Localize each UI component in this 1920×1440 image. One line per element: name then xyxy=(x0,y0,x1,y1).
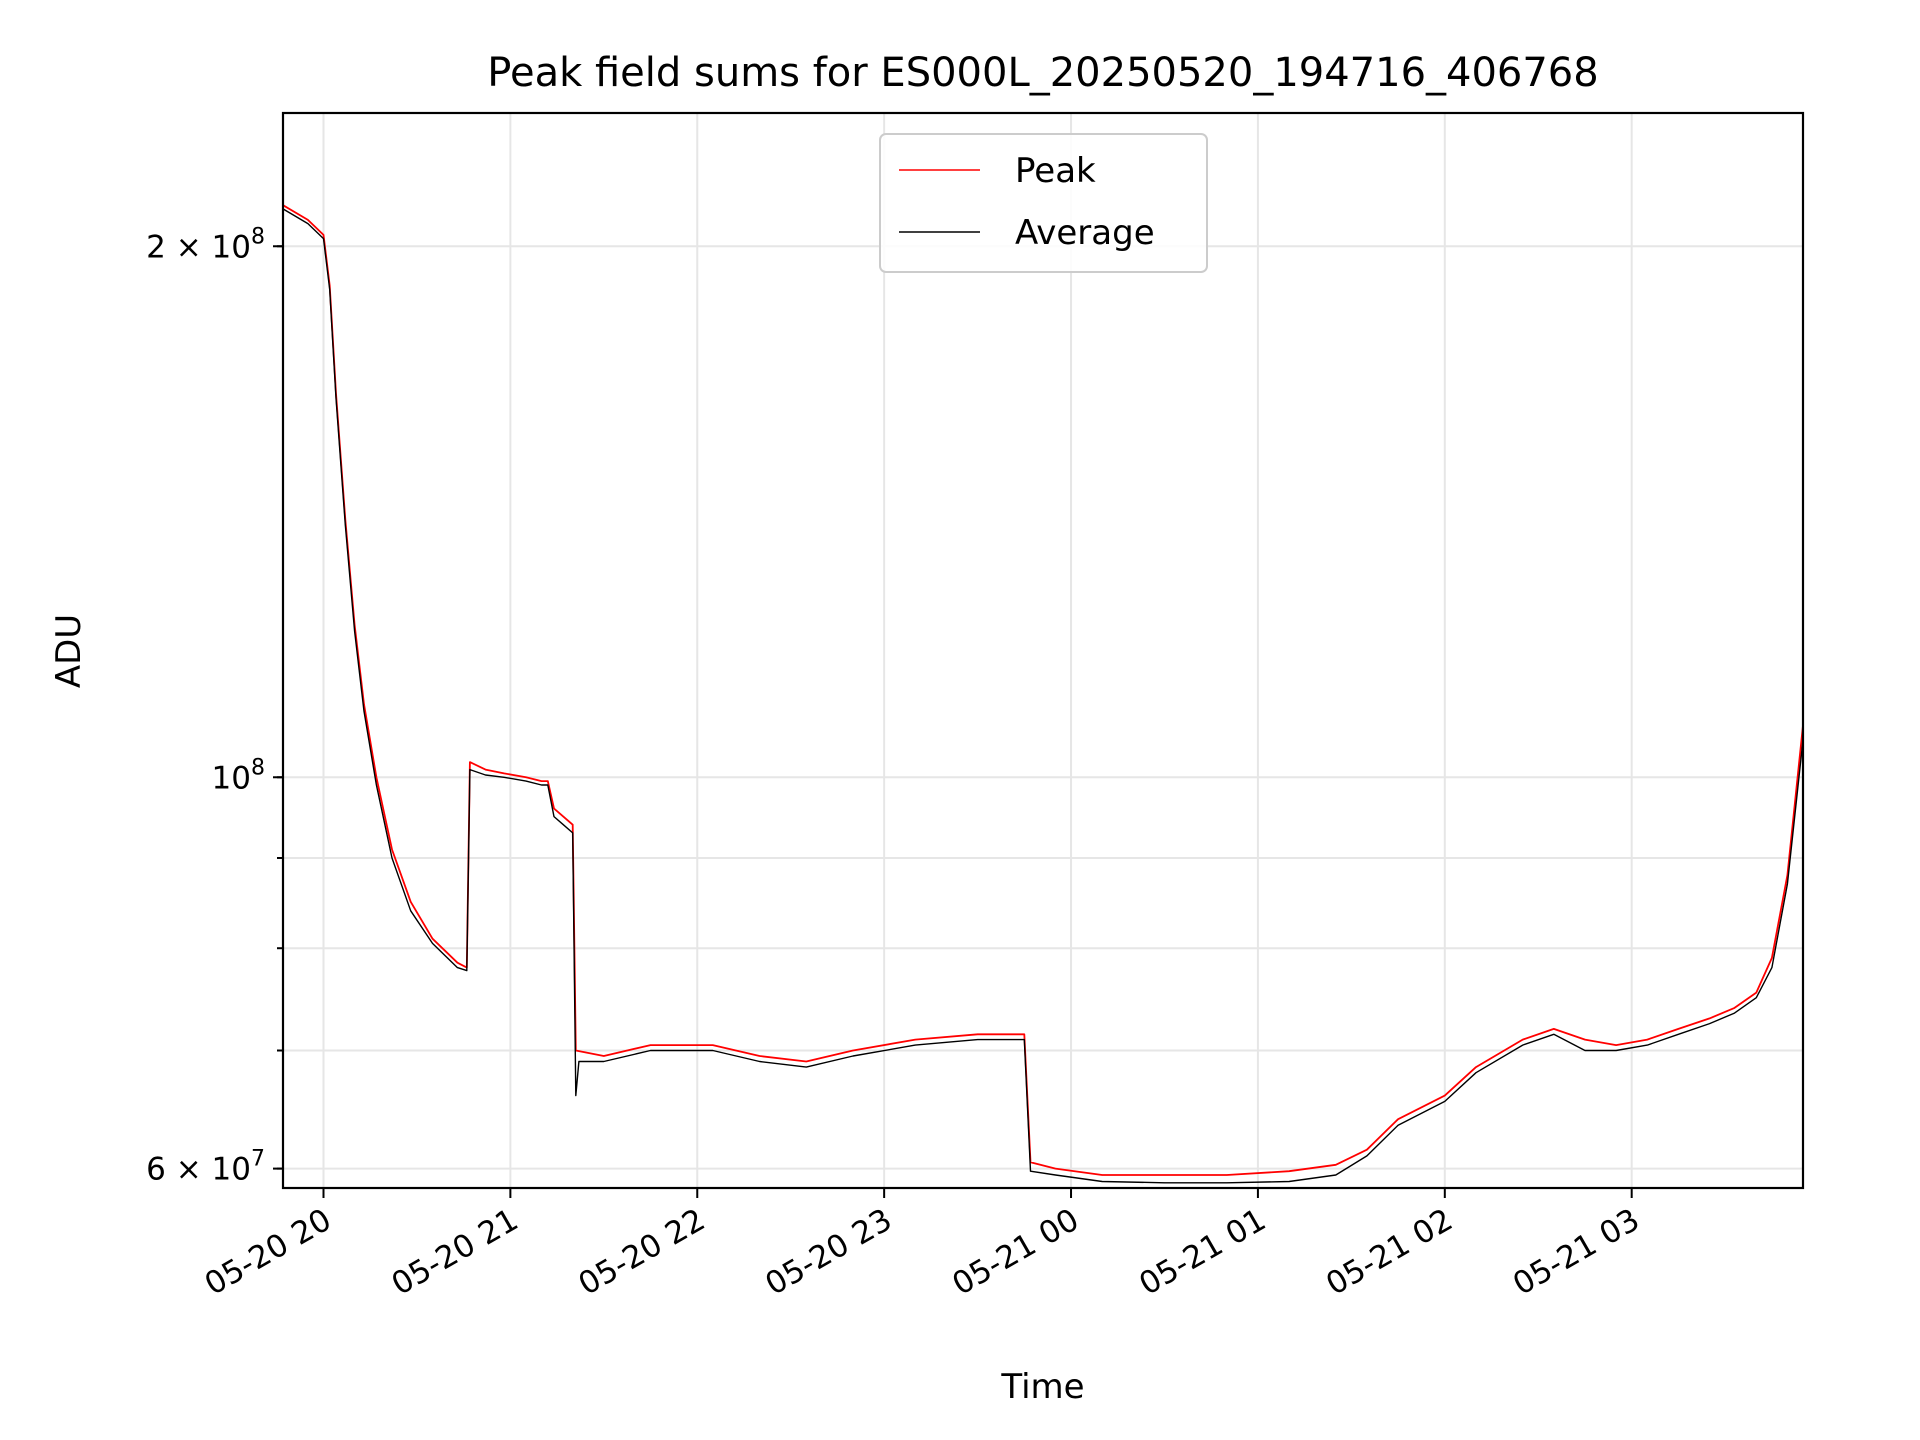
x-tick-label: 05-21 01 xyxy=(1133,1202,1272,1303)
series-line-peak xyxy=(283,204,1803,1176)
chart-title: Peak field sums for ES000L_20250520_1947… xyxy=(487,50,1598,96)
y-axis: 6 × 107 108 2 × 108 xyxy=(146,224,283,1188)
x-tick-label: 05-20 23 xyxy=(759,1202,898,1303)
y-axis-title: ADU xyxy=(49,614,89,688)
x-tick-label: 05-21 02 xyxy=(1320,1202,1459,1303)
legend-box xyxy=(879,133,1208,273)
y-tick-label: 6 × 107 xyxy=(146,1147,265,1188)
grid xyxy=(283,113,1803,1188)
series-layer xyxy=(283,204,1803,1184)
x-axis-title: Time xyxy=(1000,1367,1084,1407)
x-axis: 05-20 20 05-20 21 05-20 22 05-20 23 05-21 00… xyxy=(199,1188,1646,1303)
x-tick-label: 05-20 22 xyxy=(573,1202,712,1303)
y-tick-label: 2 × 108 xyxy=(146,224,265,265)
x-tick-label: 05-20 21 xyxy=(386,1202,525,1303)
legend: Peak Average xyxy=(879,133,1208,273)
y-tick-label: 108 xyxy=(212,755,265,796)
plot-frame xyxy=(281,111,1805,1190)
series-line-average xyxy=(283,208,1803,1184)
legend-label-average: Average xyxy=(1015,213,1155,253)
x-tick-label: 05-21 00 xyxy=(946,1202,1085,1303)
x-tick-label: 05-21 03 xyxy=(1507,1202,1646,1303)
x-tick-label: 05-20 20 xyxy=(199,1202,338,1303)
legend-label-peak: Peak xyxy=(1015,151,1096,191)
